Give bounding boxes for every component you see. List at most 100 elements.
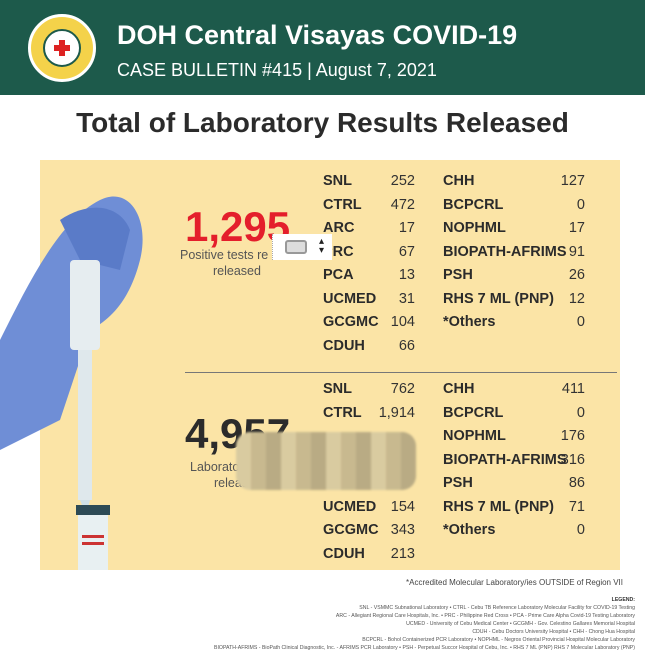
lab-row: *Others 0: [443, 314, 585, 336]
bulletin-header: DOH Central Visayas COVID-19 CASE BULLET…: [0, 0, 645, 95]
lab-count: 472: [390, 196, 415, 213]
lab-count: 154: [390, 498, 415, 515]
lab-name: NOPHML: [443, 220, 506, 236]
footnote: *Accredited Molecular Laboratory/ies OUT…: [406, 578, 623, 587]
lab-row: SNL 762: [323, 381, 415, 403]
lab-row: CTRL 1,914: [323, 405, 415, 427]
lab-name: CDUH: [323, 545, 365, 562]
lab-name: NOPHML: [443, 428, 506, 444]
lab-count: 66: [398, 337, 415, 354]
lab-name: BIOPATH-AFRIMS: [443, 243, 567, 260]
lab-count: 67: [398, 243, 415, 260]
lab-row: PRC 67: [323, 244, 415, 266]
legend-line: ARC - Allegiant Regional Care Hospitals,…: [335, 613, 635, 619]
lab-row: PSH 26: [443, 267, 585, 289]
keyboard-icon[interactable]: [285, 240, 307, 254]
lab-row: RHS 7 ML (PNP) 12: [443, 291, 585, 313]
lab-name: PSH: [443, 475, 473, 491]
lab-name: SNL: [323, 381, 352, 397]
lab-count: 252: [390, 173, 415, 189]
pipette-illustration: [0, 196, 143, 570]
lab-name: PCA: [323, 267, 354, 283]
doh-seal-logo: [28, 14, 96, 82]
lab-count: 12: [568, 290, 585, 307]
lab-count: 411: [561, 381, 585, 397]
header-title: DOH Central Visayas COVID-19: [117, 20, 518, 50]
lab-row: NOPHML 17: [443, 220, 585, 242]
legend-line: CDUH - Cebu Doctors University Hospital …: [472, 629, 635, 635]
header-subtitle: CASE BULLETIN #415 | August 7, 2021: [117, 60, 437, 80]
keyboard-popup[interactable]: ▴ ▾: [272, 234, 332, 260]
lab-count: 213: [390, 545, 415, 562]
lab-count: 91: [568, 243, 585, 260]
legend: LEGEND: SNL - VSMMC Subnational Laborato…: [214, 596, 635, 652]
lab-row: CDUH 213: [323, 546, 415, 568]
lab-row: CTRL 472: [323, 197, 415, 219]
lab-count: 0: [576, 314, 585, 330]
lab-name: CTRL: [323, 196, 362, 213]
lab-count: 13: [398, 267, 415, 283]
lab-row: BIOPATH-AFRIMS 316: [443, 452, 585, 474]
lab-count: 26: [568, 267, 585, 283]
lab-name: BCPCRL: [443, 404, 504, 421]
page-title: Total of Laboratory Results Released: [76, 107, 569, 138]
lab-count: 176: [560, 428, 585, 444]
positive-caption-2: released: [213, 264, 261, 278]
lab-name: ARC: [323, 220, 355, 236]
lab-row: ARC 17: [323, 220, 415, 242]
lab-row: SNL 252: [323, 173, 415, 195]
lab-count: 127: [560, 173, 585, 189]
lab-row: PCA 13: [323, 267, 415, 289]
lab-row: GCGMC 104: [323, 314, 415, 336]
lab-count: 71: [568, 498, 585, 515]
lab-row: BCPCRL 0: [443, 197, 585, 219]
lab-row: CHH 127: [443, 173, 585, 195]
legend-line: BCPCRL - Bohol Containerized PCR Laborat…: [362, 637, 635, 643]
results-panel: [0, 160, 620, 570]
lab-count: 31: [398, 290, 415, 307]
positive-caption: Positive tests re: [180, 248, 269, 262]
lab-row: UCMED 31: [323, 291, 415, 313]
lab-row: BCPCRL 0: [443, 405, 585, 427]
lab-row: CHH 411: [443, 381, 585, 403]
lab-name: CTRL: [323, 404, 362, 421]
legend-line: UCMED - University of Cebu Medical Cente…: [406, 621, 635, 627]
lab-name: BIOPATH-AFRIMS: [443, 451, 567, 468]
lab-count: 0: [576, 404, 585, 421]
legend-line: SNL - VSMMC Subnational Laboratory • CTR…: [359, 605, 635, 611]
lab-name: CDUH: [323, 337, 365, 354]
lab-row: CDUH 66: [323, 338, 415, 360]
lab-name: PSH: [443, 267, 473, 283]
lab-name: *Others: [443, 314, 496, 330]
lab-name: UCMED: [323, 290, 377, 307]
lab-name: CHH: [443, 381, 475, 397]
lab-count: 1,914: [378, 404, 415, 421]
lab-count: 316: [560, 451, 585, 468]
section-divider: [185, 372, 617, 373]
laboratory-caption: Laboratory: [190, 460, 250, 474]
lab-row: *Others 0: [443, 522, 585, 544]
lab-count: 86: [568, 475, 585, 491]
lab-row: PSH 86: [443, 475, 585, 497]
lab-name: GCGMC: [323, 522, 379, 538]
lab-name: RHS 7 ML (PNP): [443, 498, 554, 515]
lab-name: RHS 7 ML (PNP): [443, 290, 554, 307]
lab-count: 343: [390, 522, 415, 538]
lab-row: NOPHML 176: [443, 428, 585, 450]
lab-name: *Others: [443, 522, 496, 538]
lab-count: 0: [576, 196, 585, 213]
lab-count: 0: [576, 522, 585, 538]
stepper-arrows-icon[interactable]: ▴ ▾: [319, 236, 325, 256]
lab-name: GCGMC: [323, 314, 379, 330]
lab-name: SNL: [323, 173, 352, 189]
lab-count: 104: [390, 314, 415, 330]
lab-name: UCMED: [323, 498, 377, 515]
lab-row: GCGMC 343: [323, 522, 415, 544]
pixelated-redaction: [236, 432, 416, 490]
lab-row: BIOPATH-AFRIMS 91: [443, 244, 585, 266]
lab-row: RHS 7 ML (PNP) 71: [443, 499, 585, 521]
legend-line: BIOPATH-AFRIMS - BioPath Clinical Diagno…: [214, 645, 635, 651]
lab-name: BCPCRL: [443, 196, 504, 213]
lab-name: CHH: [443, 173, 475, 189]
legend-title: LEGEND:: [611, 597, 635, 603]
